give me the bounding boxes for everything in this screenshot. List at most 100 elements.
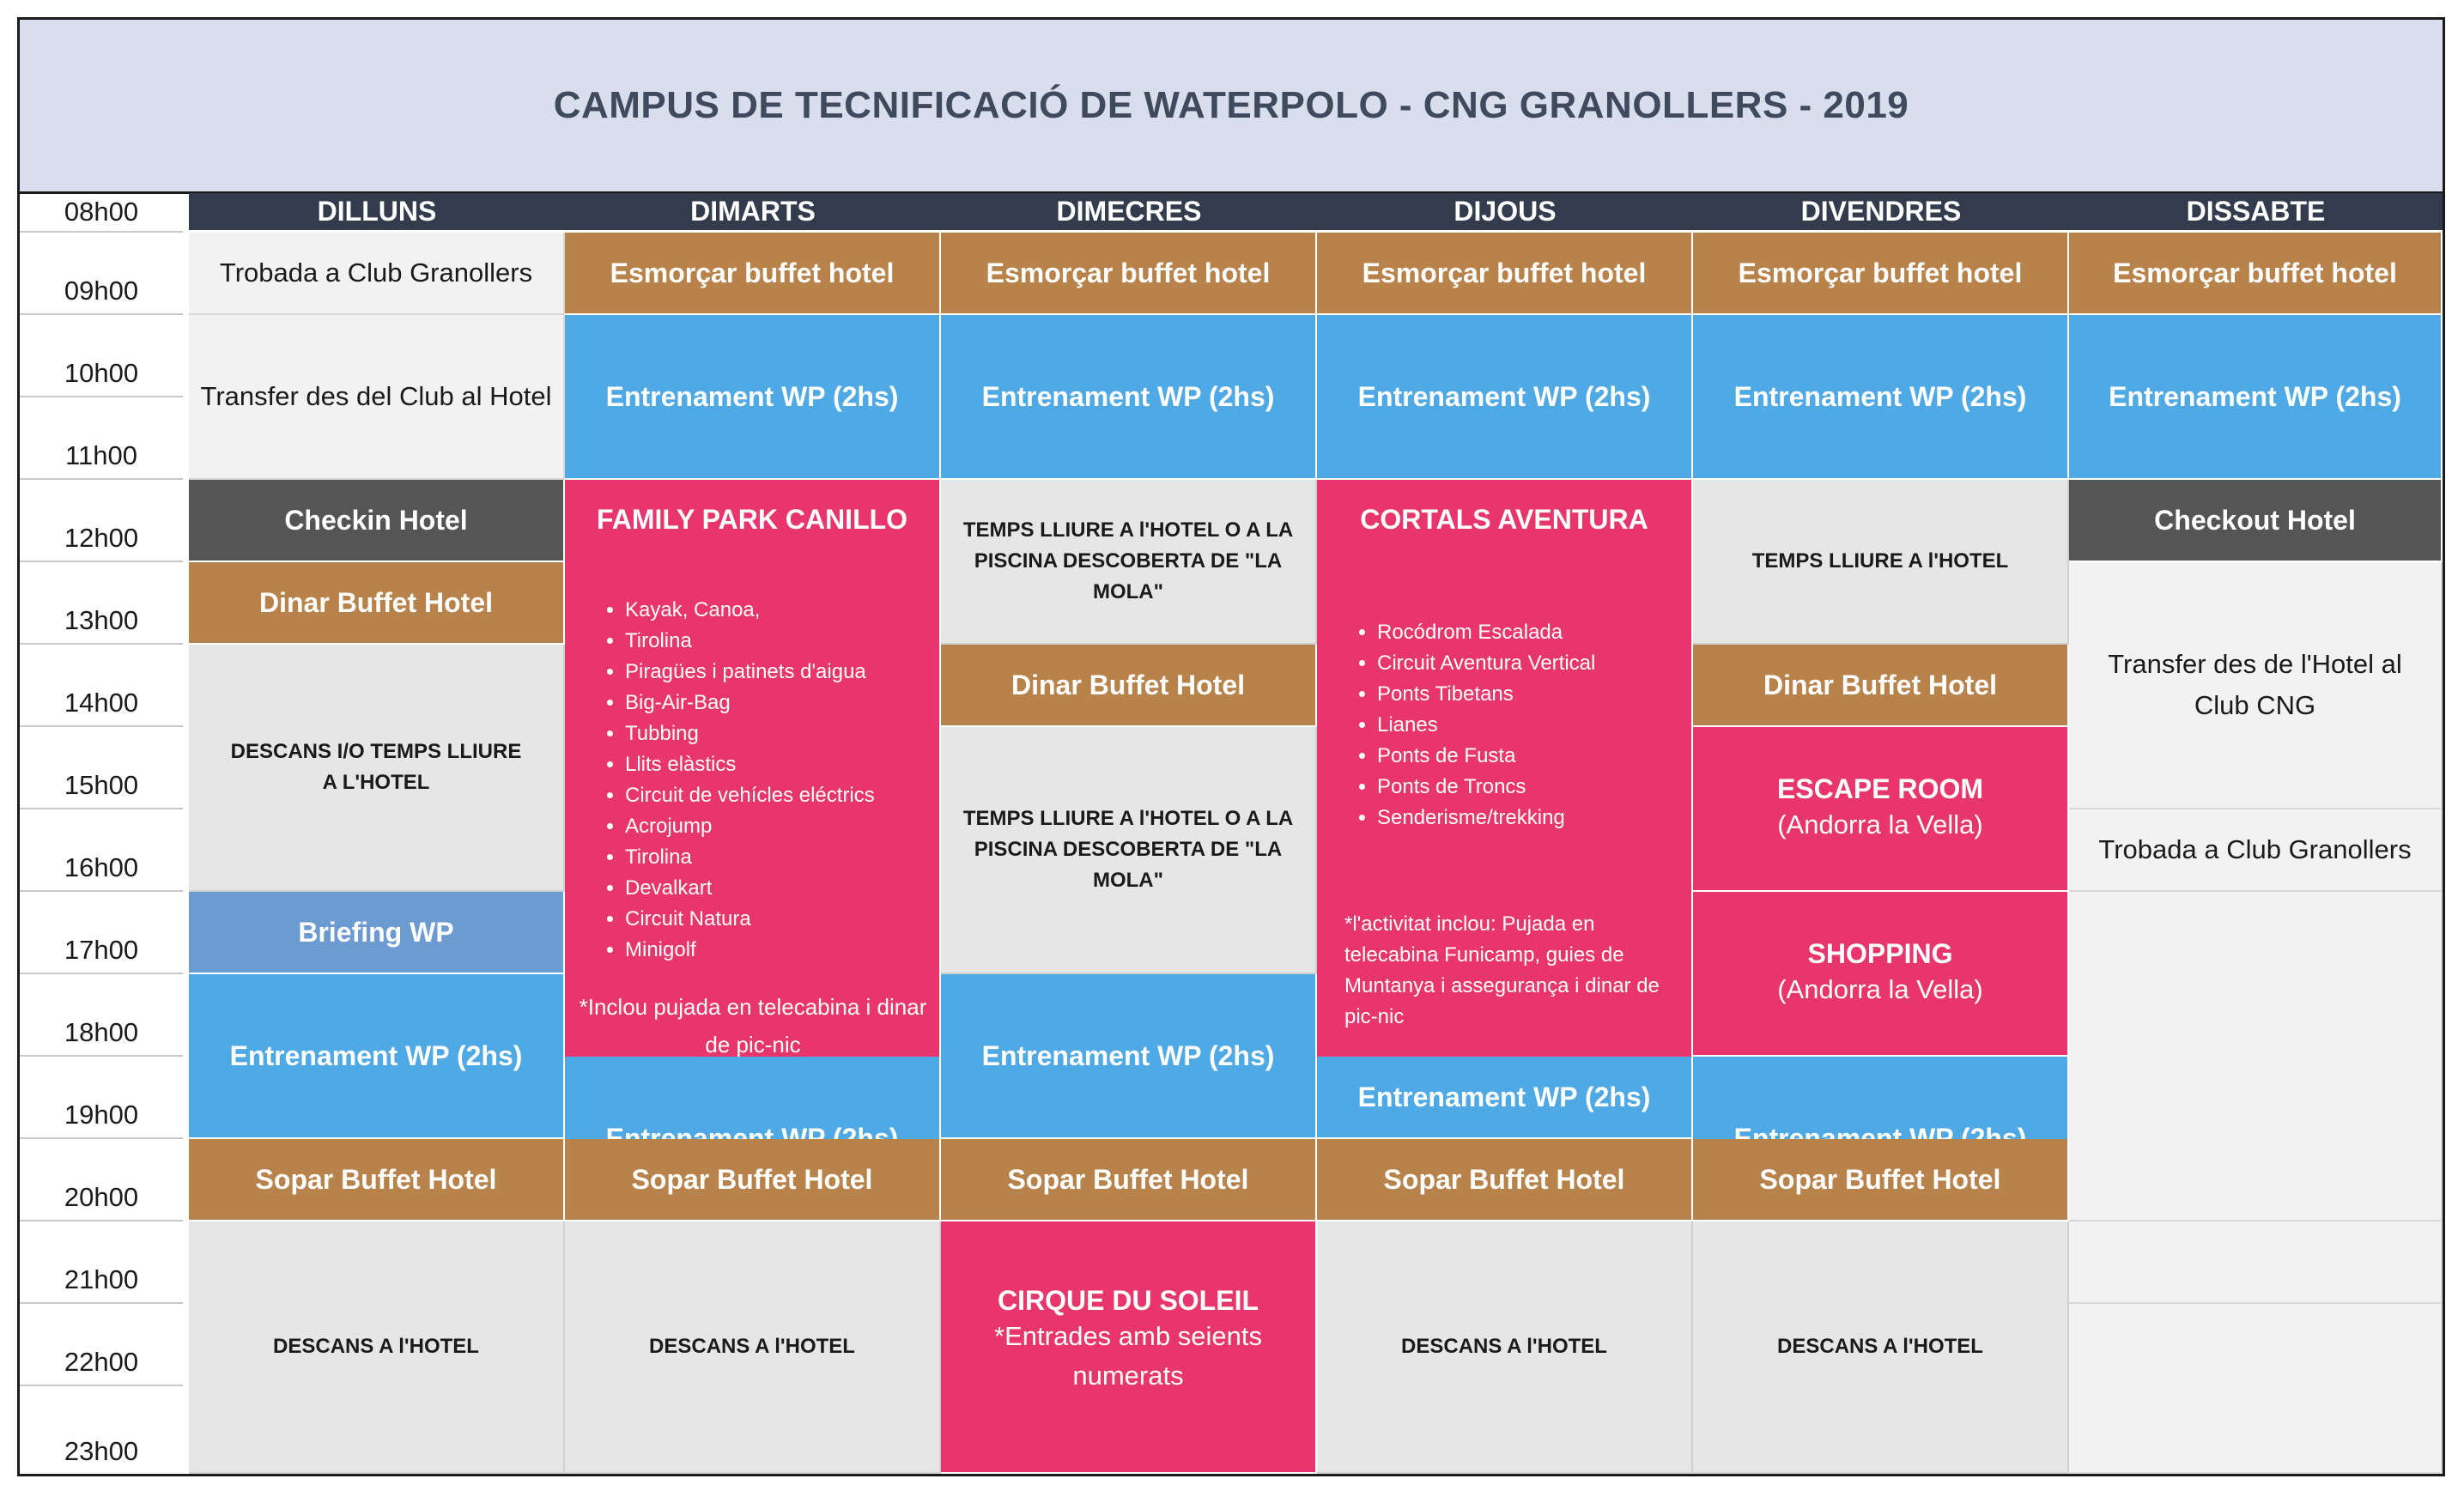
list-item: Tubbing xyxy=(625,718,951,749)
day-header-dijous: DIJOUS xyxy=(1317,193,1693,230)
list-item: Ponts Tibetans xyxy=(1377,679,1703,710)
list-item: Tirolina xyxy=(625,626,951,657)
dimecres-free-am: TEMPS LLIURE A l'HOTEL O A LA PISCINA DE… xyxy=(941,480,1317,645)
cell-text: Trobada a Club Granollers xyxy=(2098,834,2412,864)
day-header-dimarts: DIMARTS xyxy=(565,193,941,230)
cell-text: Entrenament WP (2hs) xyxy=(605,380,899,412)
dilluns-night: DESCANS A l'HOTEL xyxy=(189,1221,565,1474)
time-label: 19h00 xyxy=(20,1057,183,1139)
cell-text: Sopar Buffet Hotel xyxy=(1759,1163,2001,1195)
dijous-night: DESCANS A l'HOTEL xyxy=(1317,1221,1693,1474)
list-item: Circuit Aventura Vertical xyxy=(1377,648,1703,679)
cell-text: Trobada a Club Granollers xyxy=(219,258,533,288)
dissabte-meeting: Trobada a Club Granollers xyxy=(2069,809,2443,892)
dissabte-training: Entrenament WP (2hs) xyxy=(2069,315,2443,480)
list-item: Acrojump xyxy=(625,811,951,842)
cell-text: Dinar Buffet Hotel xyxy=(1011,669,1245,700)
cell-text: Entrenament WP (2hs) xyxy=(1357,1081,1651,1112)
cell-text: Entrenament WP (2hs) xyxy=(981,1039,1275,1071)
dilluns-transfer: Transfer des del Club al Hotel xyxy=(189,315,565,480)
cell-text: DESCANS I/O TEMPS LLIURE A L'HOTEL xyxy=(230,740,522,794)
time-label: 22h00 xyxy=(20,1304,183,1386)
dimecres-lunch: Dinar Buffet Hotel xyxy=(941,645,1317,727)
time-label: 23h00 xyxy=(64,1436,139,1466)
cell-text: TEMPS LLIURE A l'HOTEL xyxy=(1751,549,2009,573)
cell-text: Dinar Buffet Hotel xyxy=(1763,669,1997,700)
list-item: Ponts de Fusta xyxy=(1377,741,1703,772)
cell-text: Transfer des del Club al Hotel xyxy=(200,381,552,411)
activity-note: *l'activitat inclou: Pujada en telecabin… xyxy=(1344,912,1660,1028)
list-item: Circuit de vehícles eléctrics xyxy=(625,780,951,811)
list-item: Big-Air-Bag xyxy=(625,688,951,718)
escape-title: ESCAPE ROOM xyxy=(1776,773,1984,804)
activity-list: Rocódrom Escalada Circuit Aventura Verti… xyxy=(1346,617,1703,833)
cell-text: Esmorçar buffet hotel xyxy=(1738,257,2023,288)
time-label: 09h00 xyxy=(20,233,183,315)
time-label: 14h00 xyxy=(20,645,183,727)
dilluns-meeting: Trobada a Club Granollers xyxy=(189,233,565,315)
day-header-dissabte: DISSABTE xyxy=(2069,193,2443,230)
dimarts-breakfast: Esmorçar buffet hotel xyxy=(565,233,941,315)
dimarts-activity: FAMILY PARK CANILLO Kayak, Canoa, Tiroli… xyxy=(565,480,941,1058)
cell-text: Sopar Buffet Hotel xyxy=(1383,1163,1625,1195)
dimarts-night: DESCANS A l'HOTEL xyxy=(565,1221,941,1474)
divendres-lunch: Dinar Buffet Hotel xyxy=(1693,645,2069,727)
divendres-breakfast: Esmorçar buffet hotel xyxy=(1693,233,2069,315)
time-label: 12h00 xyxy=(20,480,183,562)
time-label: 21h00 xyxy=(20,1221,183,1304)
dilluns-lunch: Dinar Buffet Hotel xyxy=(189,562,565,645)
dijous-breakfast: Esmorçar buffet hotel xyxy=(1317,233,1693,315)
cell-text: Briefing WP xyxy=(298,916,454,948)
time-label: 16h00 xyxy=(20,809,183,892)
list-item: Piragües i patinets d'aigua xyxy=(625,657,951,688)
list-item: Minigolf xyxy=(625,935,951,966)
list-item: Senderisme/trekking xyxy=(1377,803,1703,833)
list-item: Llits elàstics xyxy=(625,749,951,780)
time-label: 17h00 xyxy=(20,892,183,974)
dijous-activity: CORTALS AVENTURA Rocódrom Escalada Circu… xyxy=(1317,480,1693,1057)
day-header-divendres: DIVENDRES xyxy=(1693,193,2069,230)
escape-place: (Andorra la Vella) xyxy=(1777,809,1983,839)
dimarts-dinner: Sopar Buffet Hotel xyxy=(565,1139,941,1221)
schedule-frame: CAMPUS DE TECNIFICACIÓ DE WATERPOLO - CN… xyxy=(17,17,2445,1476)
dijous-training-pm: Entrenament WP (2hs) xyxy=(1317,1057,1693,1139)
dimecres-training-pm: Entrenament WP (2hs) xyxy=(941,974,1317,1139)
divendres-shopping: SHOPPING (Andorra la Vella) xyxy=(1693,892,2069,1057)
cell-text: Entrenament WP (2hs) xyxy=(1733,380,2027,412)
divendres-free: TEMPS LLIURE A l'HOTEL xyxy=(1693,480,2069,645)
dilluns-checkin: Checkin Hotel xyxy=(189,480,565,562)
cell-text: Checkout Hotel xyxy=(2154,504,2356,536)
divendres-training-am: Entrenament WP (2hs) xyxy=(1693,315,2069,480)
dilluns-rest: DESCANS I/O TEMPS LLIURE A L'HOTEL xyxy=(189,645,565,892)
cell-text: TEMPS LLIURE A l'HOTEL O A LA PISCINA DE… xyxy=(962,518,1294,603)
title-bar: CAMPUS DE TECNIFICACIÓ DE WATERPOLO - CN… xyxy=(20,20,2443,194)
cell-text: Entrenament WP (2hs) xyxy=(1357,380,1651,412)
day-header-dilluns: DILLUNS xyxy=(189,193,565,230)
cell-text: Transfer des de l'Hotel al Club CNG xyxy=(2108,649,2402,720)
list-item: Tirolina xyxy=(625,842,951,873)
activity-list: Kayak, Canoa, Tirolina Piragües i patine… xyxy=(594,595,951,966)
time-label: 18h00 xyxy=(20,974,183,1057)
divendres-dinner: Sopar Buffet Hotel xyxy=(1693,1139,2069,1221)
show-note: *Entrades amb seients numerats xyxy=(994,1321,1262,1391)
cell-text: DESCANS A l'HOTEL xyxy=(1777,1335,1983,1358)
dijous-training-am: Entrenament WP (2hs) xyxy=(1317,315,1693,480)
time-label: 10h00 xyxy=(20,315,183,397)
dijous-dinner: Sopar Buffet Hotel xyxy=(1317,1139,1693,1221)
list-item: Ponts de Troncs xyxy=(1377,772,1703,803)
activity-note: *Inclou pujada en telecabina i dinar de … xyxy=(579,994,927,1058)
cell-text: DESCANS A l'HOTEL xyxy=(273,1335,479,1358)
dilluns-dinner: Sopar Buffet Hotel xyxy=(189,1139,565,1221)
time-label: 11h00 xyxy=(20,397,183,480)
dimarts-training-am: Entrenament WP (2hs) xyxy=(565,315,941,480)
list-item: Lianes xyxy=(1377,710,1703,741)
cell-text: Dinar Buffet Hotel xyxy=(259,586,493,618)
list-item: Rocódrom Escalada xyxy=(1377,617,1703,648)
cell-text: Esmorçar buffet hotel xyxy=(1362,257,1647,288)
show-title: CIRQUE DU SOLEIL xyxy=(997,1285,1259,1316)
shopping-place: (Andorra la Vella) xyxy=(1777,973,1983,1004)
time-label: 13h00 xyxy=(20,562,183,645)
cell-text: Entrenament WP (2hs) xyxy=(981,380,1275,412)
cell-text: TEMPS LLIURE A l'HOTEL O A LA PISCINA DE… xyxy=(962,807,1294,892)
dimecres-show: CIRQUE DU SOLEIL *Entrades amb seients n… xyxy=(941,1221,1317,1474)
